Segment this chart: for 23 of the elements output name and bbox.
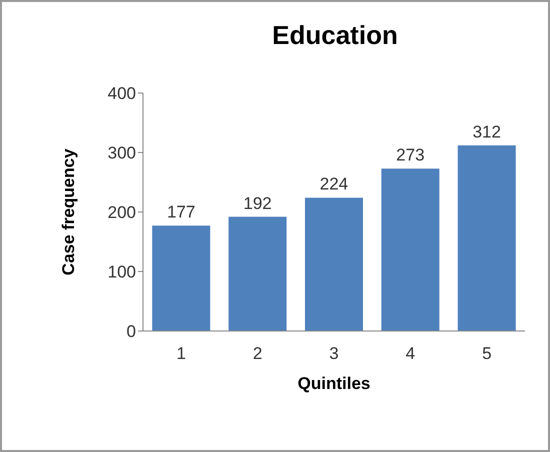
x-tick-label: 1 — [176, 344, 186, 364]
bar — [458, 145, 516, 331]
y-axis-title: Case frequency — [59, 148, 78, 276]
data-label: 177 — [166, 202, 196, 222]
x-tick-label: 5 — [482, 344, 492, 364]
y-tick-label: 100 — [108, 262, 136, 282]
x-tick-label: 4 — [406, 344, 416, 364]
x-tick-label: 3 — [329, 344, 339, 364]
data-label: 224 — [320, 174, 348, 194]
y-tick-label: 400 — [108, 84, 136, 104]
data-label: 312 — [472, 122, 501, 142]
bar — [304, 198, 363, 331]
x-tick-label: 2 — [252, 344, 262, 364]
bar — [228, 216, 287, 331]
data-label: 192 — [243, 194, 272, 213]
y-tick-label: 200 — [108, 203, 136, 222]
data-label: 273 — [396, 146, 425, 165]
y-tick-label: 0 — [126, 322, 136, 342]
x-axis-title: Quintiles — [298, 374, 370, 393]
y-tick-label: 300 — [108, 144, 136, 163]
bar — [152, 226, 210, 331]
chart-title: Education — [271, 20, 399, 51]
bar — [381, 168, 440, 331]
